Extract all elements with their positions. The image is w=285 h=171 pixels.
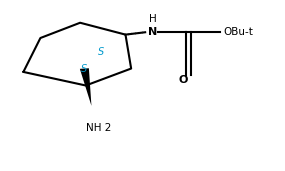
Text: S: S xyxy=(81,64,87,74)
Text: OBu-t: OBu-t xyxy=(223,27,253,37)
Text: N: N xyxy=(148,27,157,37)
Text: O: O xyxy=(179,75,188,85)
Text: NH 2: NH 2 xyxy=(86,123,111,133)
Text: H: H xyxy=(148,14,156,23)
Polygon shape xyxy=(80,68,91,106)
Text: S: S xyxy=(98,47,105,57)
